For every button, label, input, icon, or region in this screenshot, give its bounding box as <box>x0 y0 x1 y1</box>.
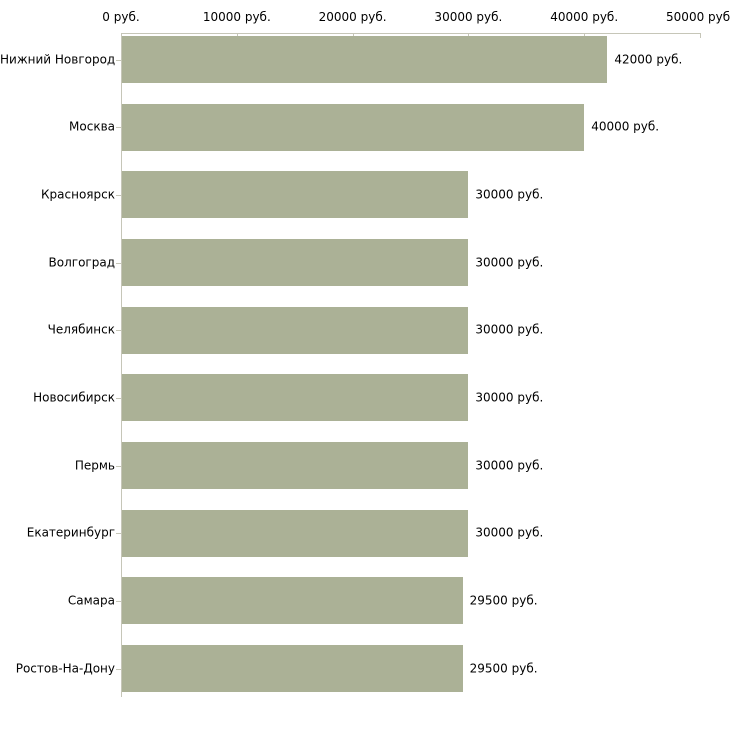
value-label: 30000 руб. <box>475 255 544 269</box>
y-axis-tick <box>116 533 121 535</box>
category-label: Самара <box>67 593 115 608</box>
category-label: Новосибирск <box>33 390 115 405</box>
value-label: 30000 руб. <box>475 187 544 202</box>
y-axis-tick <box>116 668 121 670</box>
x-axis-tick-label: 10000 руб. <box>202 10 271 24</box>
category-label: Пермь <box>74 458 115 473</box>
x-axis-tick-label: 0 руб. <box>102 10 140 24</box>
bar <box>122 645 463 693</box>
value-label: 30000 руб. <box>475 525 544 540</box>
y-axis-tick <box>116 59 121 61</box>
value-label: 29500 руб. <box>469 593 538 608</box>
x-axis-tick-label: 40000 руб. <box>550 10 619 24</box>
bar-row: Екатеринбург 30000 руб. <box>0 509 730 557</box>
bar-row: Новосибирск 30000 руб. <box>0 374 730 422</box>
value-label: 30000 руб. <box>475 390 544 405</box>
bar-row: Самара 29500 руб. <box>0 577 730 625</box>
y-axis-tick <box>116 330 121 332</box>
bar <box>122 171 469 219</box>
y-axis-tick <box>116 397 121 399</box>
value-label: 40000 руб. <box>591 119 660 134</box>
bar-row: Пермь 30000 руб. <box>0 442 730 490</box>
x-axis-tick-label: 30000 руб. <box>434 10 503 24</box>
x-axis-tick-label: 20000 руб. <box>318 10 387 24</box>
category-label: Екатеринбург <box>26 525 115 540</box>
category-label: Волгоград <box>48 255 115 269</box>
bar <box>122 103 585 151</box>
category-label: Красноярск <box>41 187 115 202</box>
bar <box>122 577 463 625</box>
x-axis-tick <box>700 33 701 38</box>
bar <box>122 442 469 490</box>
category-label: Челябинск <box>47 322 115 337</box>
y-axis-tick <box>116 194 121 196</box>
y-axis-tick <box>116 465 121 467</box>
category-label: Нижний Новгород <box>0 52 116 66</box>
bar-row: Волгоград 30000 руб. <box>0 239 730 286</box>
y-axis-tick <box>116 600 121 602</box>
value-label: 30000 руб. <box>475 322 544 337</box>
bar-row: Москва 40000 руб. <box>0 103 730 151</box>
bar-row: Красноярск 30000 руб. <box>0 171 730 219</box>
value-label: 30000 руб. <box>475 458 544 473</box>
x-axis-line <box>121 33 700 34</box>
category-label: Москва <box>69 119 115 134</box>
bar <box>122 239 469 286</box>
bar-row: Ростов-На-Дону 29500 руб. <box>0 645 730 693</box>
y-axis-line <box>121 33 122 698</box>
value-label: 42000 руб. <box>614 52 683 66</box>
bar-row: Челябинск 30000 руб. <box>0 306 730 354</box>
bar <box>122 36 608 83</box>
x-axis-tick <box>352 33 354 38</box>
category-label: Ростов-На-Дону <box>15 661 115 676</box>
bar-row: Нижний Новгород 42000 руб. <box>0 36 730 83</box>
x-axis-tick-label: 50000 руб. <box>666 10 730 24</box>
bar <box>122 509 469 557</box>
bar <box>122 306 469 354</box>
y-axis-tick <box>116 127 121 129</box>
value-label: 29500 руб. <box>469 661 538 676</box>
x-axis-tick <box>468 33 470 38</box>
y-axis-tick <box>116 262 121 264</box>
bar <box>122 374 469 422</box>
x-axis-tick <box>236 33 238 38</box>
x-axis-tick <box>584 33 586 38</box>
